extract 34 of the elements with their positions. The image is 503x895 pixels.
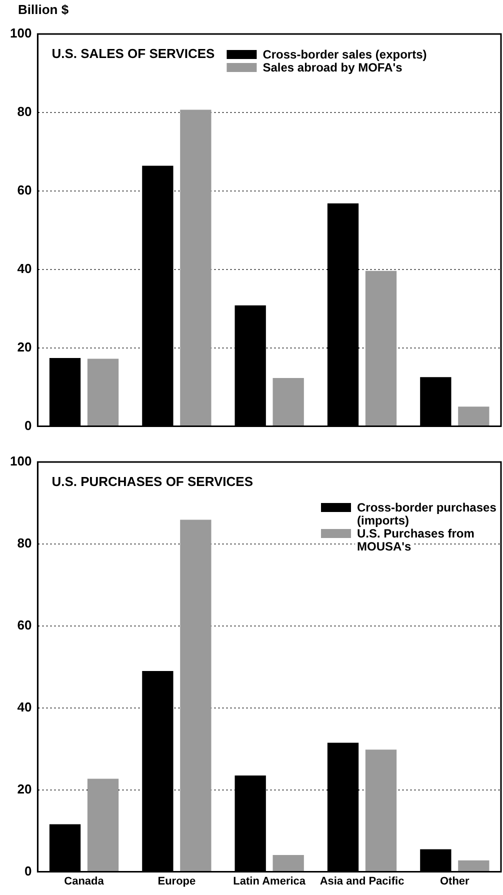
x-tick-label: Europe: [158, 875, 196, 888]
legend-label: Cross-border purchases (imports): [357, 500, 497, 528]
y-tick-label: 20: [17, 339, 32, 354]
bar: [458, 860, 490, 872]
legend-label: Cross-border sales (exports): [262, 47, 427, 62]
y-tick-label: 100: [10, 454, 32, 469]
y-tick-label: 80: [17, 104, 32, 120]
bar: [272, 378, 304, 426]
bar: [180, 520, 212, 872]
y-tick-label: 20: [17, 781, 32, 796]
y-tick-label: 40: [17, 260, 32, 276]
x-tick-label: Latin America: [233, 875, 306, 888]
y-tick-label: 80: [17, 536, 32, 551]
y-tick-label: 100: [10, 26, 32, 41]
legend-label: Sales abroad by MOFA's: [262, 60, 403, 74]
y-axis-title: Billion $: [18, 2, 70, 18]
x-tick-label: Asia and Pacific: [320, 875, 404, 888]
y-tick-label: 60: [17, 182, 32, 198]
bar: [458, 406, 490, 426]
text: U.S. SALES OF SERVICES: [52, 46, 216, 62]
bar: [180, 110, 212, 426]
y-tick-label: 60: [17, 618, 32, 632]
legend-label: U.S. Purchases from MOUSA's: [357, 526, 474, 554]
bar: [365, 750, 397, 872]
bar: [365, 270, 397, 426]
y-tick-label: 0: [24, 863, 32, 878]
bar: [87, 358, 119, 426]
y-tick-label: 40: [17, 699, 32, 714]
y-tick-label: 0: [24, 418, 32, 433]
bar: [272, 855, 304, 872]
x-tick-label: Other: [440, 875, 470, 888]
x-tick-label: Canada: [64, 875, 105, 888]
bar: [87, 778, 119, 872]
text: U.S. PURCHASES OF SERVICES: [52, 474, 254, 490]
